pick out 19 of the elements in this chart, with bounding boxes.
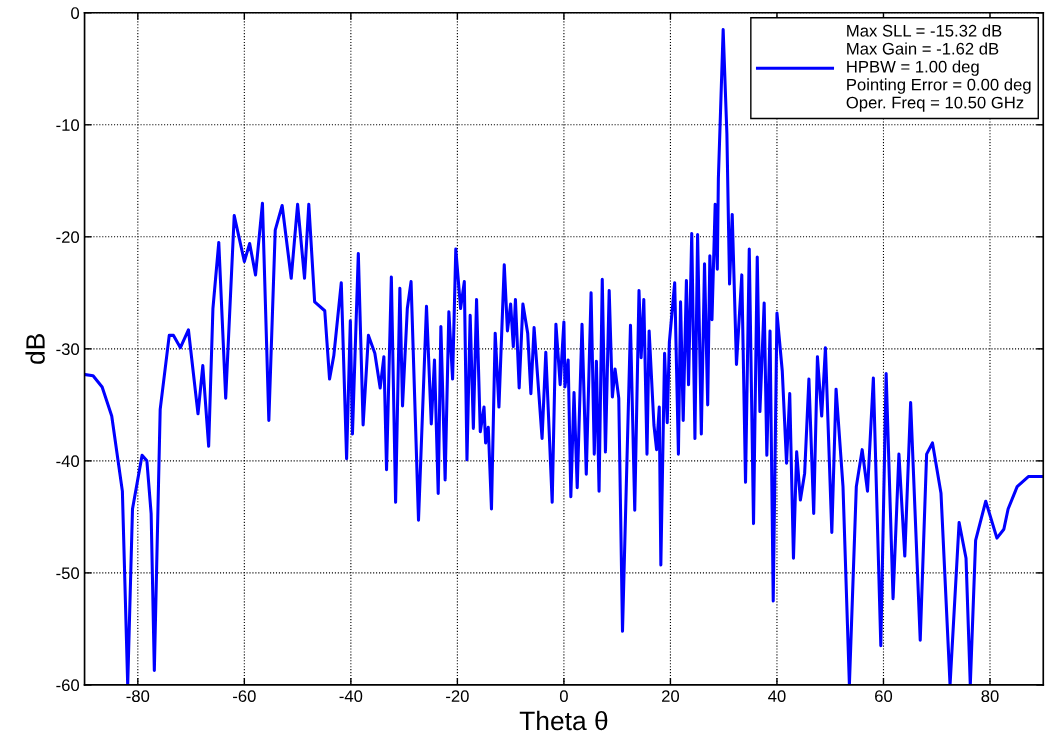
y-tick-label: -50 [56, 567, 80, 580]
x-tick-label: 80 [981, 690, 999, 703]
x-tick-label: -40 [339, 690, 363, 703]
x-tick-label: -60 [233, 690, 256, 703]
x-tick-label: -20 [446, 690, 469, 703]
legend-label: Max SLL = -15.32 dB Max Gain = -1.62 dB HPBW = 1.00 deg Pointing Error = 0.00 deg Oper. Freq = 10.50 GHz [846, 24, 1031, 112]
y-tick-label: 0 [71, 7, 80, 19]
y-tick-label: -40 [56, 455, 80, 468]
y-axis-title: dB [25, 334, 45, 364]
y-tick-label: -30 [56, 343, 80, 356]
x-tick-label: 40 [768, 690, 786, 703]
y-tick-label: -10 [56, 119, 80, 131]
x-tick-label: 60 [875, 690, 893, 703]
x-tick-label: 0 [559, 690, 568, 703]
y-tick-label: -20 [56, 231, 80, 244]
x-tick-label: 20 [662, 690, 680, 703]
x-tick-label: -80 [126, 690, 150, 703]
y-tick-label: -60 [56, 679, 80, 692]
x-axis-title: Theta θ [519, 710, 608, 731]
